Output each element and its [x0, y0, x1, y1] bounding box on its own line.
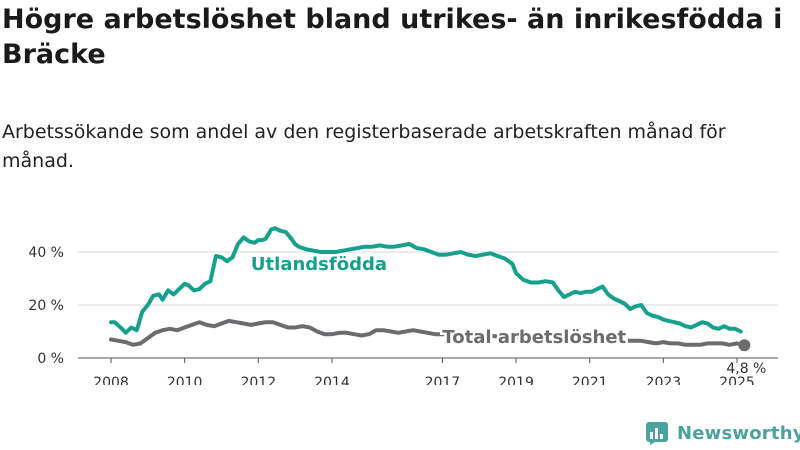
brand-logo: Newsworthy — [645, 420, 800, 446]
end-value-label: 4,8 % — [726, 361, 766, 377]
newsworthy-logo-icon — [646, 422, 668, 445]
chart-subtitle: Arbetssökande som andel av den registerb… — [2, 121, 726, 172]
chart-title: Högre arbetslöshet bland utrikes- än inr… — [2, 4, 783, 70]
x-tick-label: 2019 — [498, 375, 534, 385]
x-tick-label: 2025 — [719, 375, 755, 385]
x-tick-label: 2014 — [314, 375, 350, 385]
x-tick-label: 2017 — [425, 375, 461, 385]
y-tick-label: 40 % — [28, 245, 64, 261]
x-tick-label: 2021 — [572, 375, 608, 385]
x-tick-label: 2012 — [240, 375, 276, 385]
end-point-marker — [738, 339, 751, 352]
line-chart: 0 % 20 % 40 % 2008 2010 2012 2014 2017 2019 2021 2… — [28, 226, 778, 385]
series-line-utlandsfodda — [109, 226, 743, 335]
series-line-total — [109, 318, 747, 348]
x-tick-label: 2010 — [167, 375, 203, 385]
y-tick-label: 20 % — [28, 298, 64, 314]
y-tick-label: 0 % — [37, 351, 64, 367]
x-tick-label: 2023 — [646, 375, 682, 385]
brand-name: Newsworthy — [677, 422, 800, 444]
series-label-total: Total arbetslöshet — [442, 327, 626, 348]
series-label-utlandsfodda: Utlandsfödda — [251, 254, 387, 275]
x-tick-label: 2008 — [93, 375, 129, 385]
